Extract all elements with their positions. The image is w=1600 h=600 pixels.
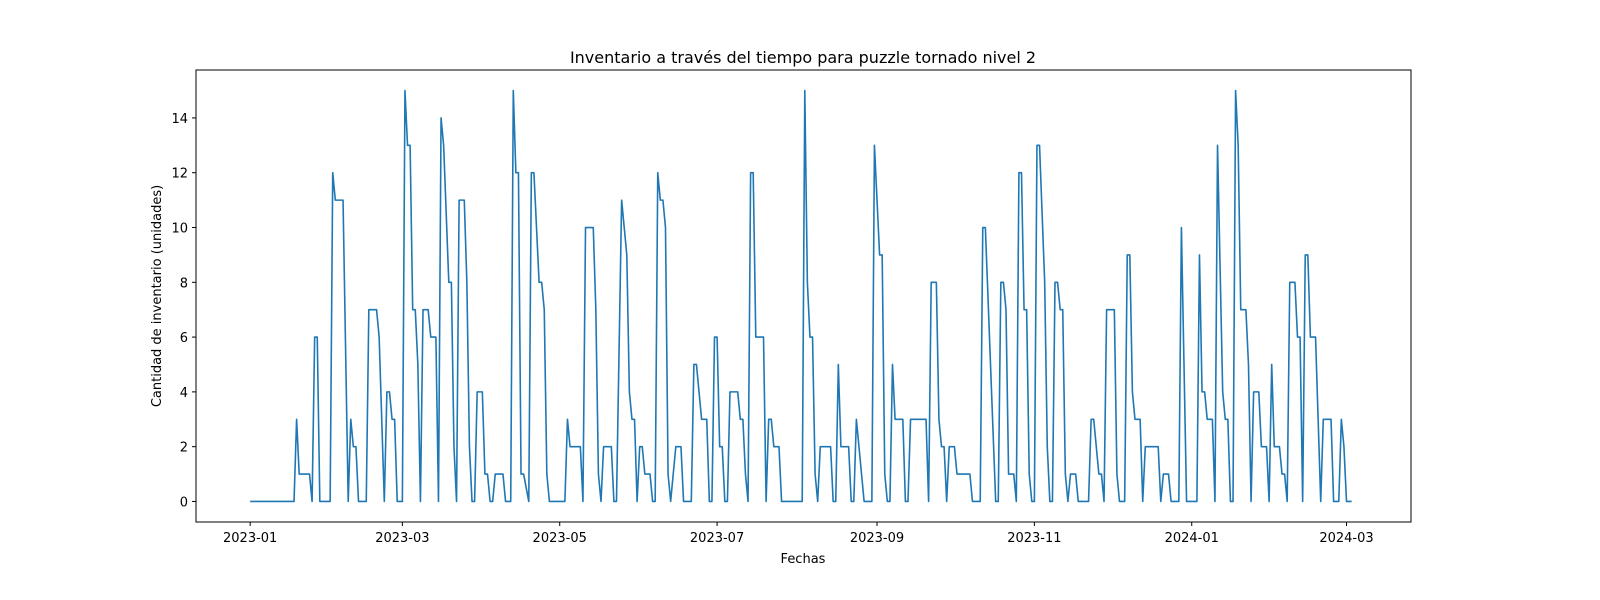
y-tick-label: 12 bbox=[171, 167, 188, 182]
y-tick-label: 14 bbox=[171, 112, 188, 127]
x-tick-label: 2023-05 bbox=[533, 531, 587, 546]
x-tick-label: 2023-01 bbox=[223, 531, 277, 546]
plot-frame bbox=[195, 69, 1412, 523]
y-tick-label: 4 bbox=[180, 386, 188, 401]
y-tick-label: 10 bbox=[171, 222, 188, 237]
y-tick-label: 8 bbox=[180, 276, 188, 291]
x-axis-label: Fechas bbox=[781, 552, 826, 567]
y-axis-label: Cantidad de inventario (unidades) bbox=[150, 185, 165, 407]
x-tick-label: 2023-11 bbox=[1007, 531, 1061, 546]
x-tick-label: 2023-09 bbox=[850, 531, 904, 546]
y-tick-label: 0 bbox=[180, 495, 188, 510]
data-line bbox=[250, 89, 1352, 503]
x-tick-label: 2024-01 bbox=[1165, 531, 1219, 546]
x-tick-label: 2024-03 bbox=[1319, 531, 1373, 546]
x-tick-label: 2023-07 bbox=[690, 531, 744, 546]
y-tick-label: 2 bbox=[180, 441, 188, 456]
chart-title: Inventario a través del tiempo para puzz… bbox=[570, 48, 1036, 67]
x-tick-label: 2023-03 bbox=[375, 531, 429, 546]
y-tick-label: 6 bbox=[180, 331, 188, 346]
